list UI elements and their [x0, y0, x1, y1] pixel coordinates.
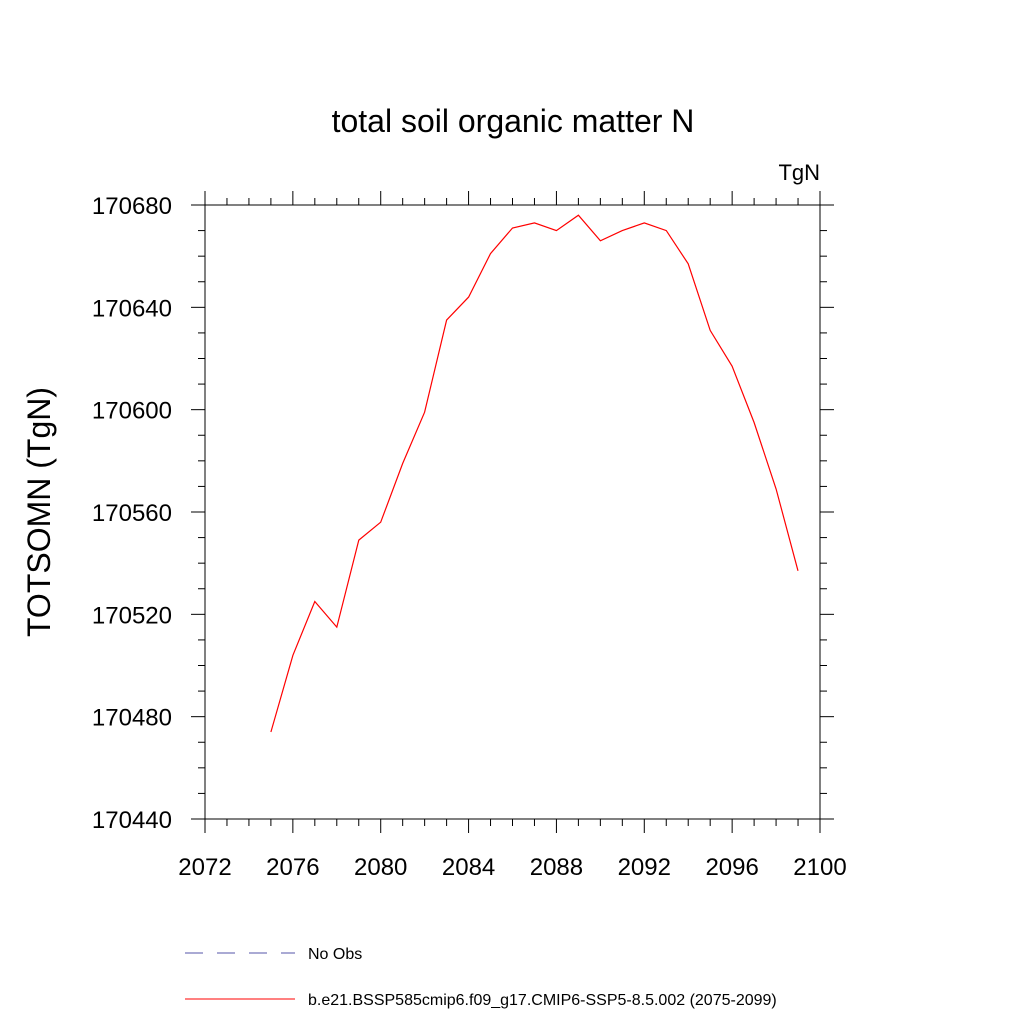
series-layer: [270, 214, 799, 733]
y-axis-label: TOTSOMN (TgN): [21, 387, 57, 637]
y-tick-label: 170560: [92, 500, 172, 527]
y-tick-label: 170640: [92, 295, 172, 322]
x-tick-label: 2084: [442, 854, 495, 881]
x-tick-label: 2072: [178, 854, 231, 881]
y-tick-label: 170520: [92, 602, 172, 629]
x-tick-label: 2088: [530, 854, 583, 881]
x-tick-label: 2100: [793, 854, 846, 881]
y-tick-label: 170600: [92, 398, 172, 425]
x-tick-label: 2076: [266, 854, 319, 881]
legend-label: No Obs: [308, 946, 362, 963]
y-tick-label: 170680: [92, 193, 172, 220]
y-tick-label: 170480: [92, 705, 172, 732]
legend-label: b.e21.BSSP585cmip6.f09_g17.CMIP6-SSP5-8.…: [308, 992, 777, 1009]
plot-frame: [204, 204, 821, 820]
series-line: [270, 214, 799, 733]
chart-title: total soil organic matter N: [332, 103, 695, 139]
x-tick-label: 2096: [705, 854, 758, 881]
y-tick-label: 170440: [92, 807, 172, 834]
units-label: TgN: [778, 160, 820, 185]
legend: No Obs b.e21.BSSP585cmip6.f09_g17.CMIP6-S…: [185, 946, 777, 1009]
x-tick-label: 2080: [354, 854, 407, 881]
plot-axes: 2072 2076 2080 2084 2088 2092 2096 2100 170440 17…: [92, 191, 847, 881]
x-tick-label: 2092: [618, 854, 671, 881]
